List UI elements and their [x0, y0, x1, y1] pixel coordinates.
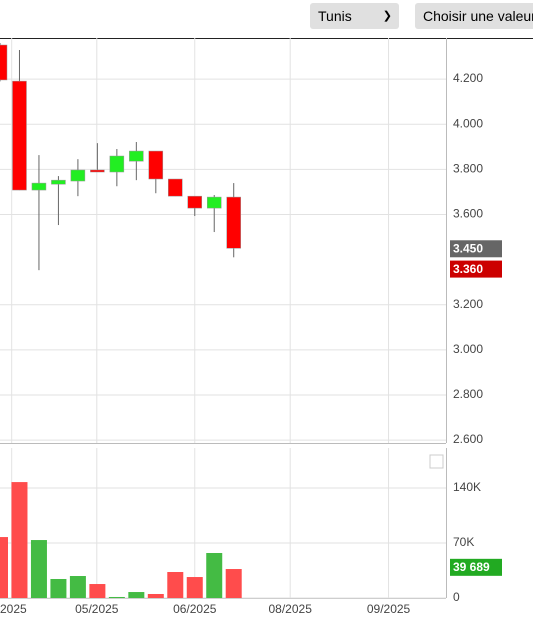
choose-button[interactable]: Choisir une valeur: [415, 3, 533, 29]
volume-bar: [69, 576, 86, 598]
volume-bar: [206, 553, 223, 598]
x-tick-label: 08/2025: [268, 602, 312, 616]
exchange-label: Tunis: [318, 8, 352, 24]
candle-body: [31, 182, 47, 191]
y-tick-label: 3.000: [453, 342, 483, 356]
x-tick-label: 05/2025: [75, 602, 119, 616]
candle-body: [187, 195, 203, 209]
candle-body: [226, 196, 241, 249]
y-tick-label: 2.600: [453, 432, 483, 446]
x-tick-label: 09/2025: [367, 602, 411, 616]
volume-label-box: [450, 558, 502, 576]
volume-bar: [0, 537, 8, 598]
volume-label: 39 689: [453, 560, 490, 574]
volume-bar: [11, 482, 28, 598]
volume-bar: [89, 584, 106, 598]
volume-bar: [108, 596, 125, 598]
y-tick-label: 3.800: [453, 161, 483, 175]
volume-bar: [225, 569, 242, 598]
candle-body: [12, 80, 27, 191]
checkbox[interactable]: [429, 454, 444, 469]
candle-body: [206, 196, 222, 209]
candle-body: [109, 155, 125, 173]
volume-bar: [147, 593, 164, 598]
candle-body: [0, 44, 8, 81]
y-tick-label: 3.200: [453, 297, 483, 311]
y-tick-label: 0: [453, 590, 460, 604]
y-tick-label: 2.800: [453, 387, 483, 401]
price-label-box: [450, 260, 502, 278]
y-tick-label: 3.600: [453, 207, 483, 221]
volume-bar: [30, 540, 47, 598]
candle-body: [148, 150, 164, 180]
x-tick-label: /2025: [0, 602, 27, 616]
dropdown-arrow: ❯: [382, 10, 392, 22]
candle-body: [129, 150, 144, 162]
volume-bar: [186, 577, 203, 598]
x-tick-label: 06/2025: [173, 602, 217, 616]
price-label: 3.360: [453, 262, 483, 276]
volume-bar: [128, 592, 145, 598]
volume-bar: [50, 578, 67, 598]
candle-body: [168, 178, 183, 197]
price-label: 3.450: [453, 241, 483, 255]
volume-bar: [167, 572, 184, 598]
y-tick-label: 4.200: [453, 71, 483, 85]
exchange-select[interactable]: Tunis ❯: [310, 3, 399, 29]
y-tick-label: 4.000: [453, 116, 483, 130]
candle-body: [70, 169, 86, 182]
y-tick-label: 140K: [453, 480, 481, 494]
y-tick-label: 70K: [453, 535, 474, 549]
candle-body: [51, 179, 66, 185]
price-label-box: [450, 240, 502, 258]
candle-body: [90, 169, 105, 173]
